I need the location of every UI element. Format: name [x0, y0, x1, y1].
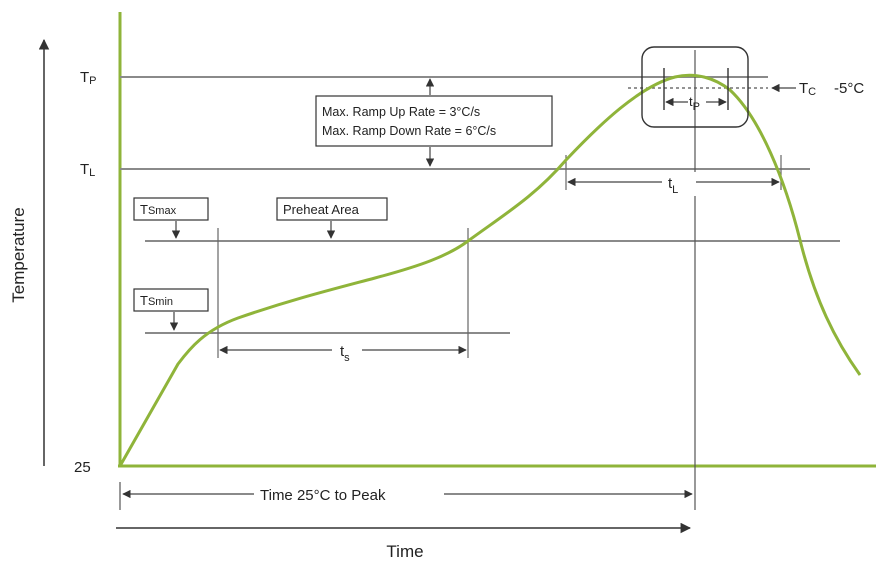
peak-detail-box: [641, 46, 749, 128]
tsmin-box: [133, 288, 209, 312]
ramp-down-text: Max. Ramp Down Rate = 6°C/s: [322, 124, 496, 138]
tsmin-label: TSmin: [140, 293, 173, 308]
time-to-peak-label: Time 25°C to Peak: [260, 487, 386, 504]
tsmax-label: TSmax: [140, 202, 177, 217]
preheat-box: [276, 197, 388, 221]
preheat-label: Preheat Area: [283, 202, 360, 217]
ts-label-bg: [332, 340, 362, 364]
tc-level-label: TC: [799, 80, 816, 98]
tc-offset-label: -5°C: [834, 80, 864, 97]
y-axis-title: Temperature: [9, 207, 28, 302]
temperature-profile-curve: [118, 73, 862, 467]
tl-label-bg: [662, 172, 696, 196]
tl-level-label: TL: [80, 161, 95, 179]
tp-level-label: TP: [80, 69, 97, 87]
tl-duration-label: tL: [668, 175, 678, 196]
origin-label: 25: [74, 459, 91, 476]
time-to-peak-label-bg: [254, 482, 444, 506]
tp-duration-label: tP: [689, 94, 700, 113]
ramp-up-text: Max. Ramp Up Rate = 3°C/s: [322, 105, 480, 119]
ramp-rate-box: [315, 95, 553, 147]
ts-duration-label: ts: [340, 343, 350, 364]
tsmax-box: [133, 197, 209, 221]
x-axis-title: Time: [386, 542, 423, 561]
